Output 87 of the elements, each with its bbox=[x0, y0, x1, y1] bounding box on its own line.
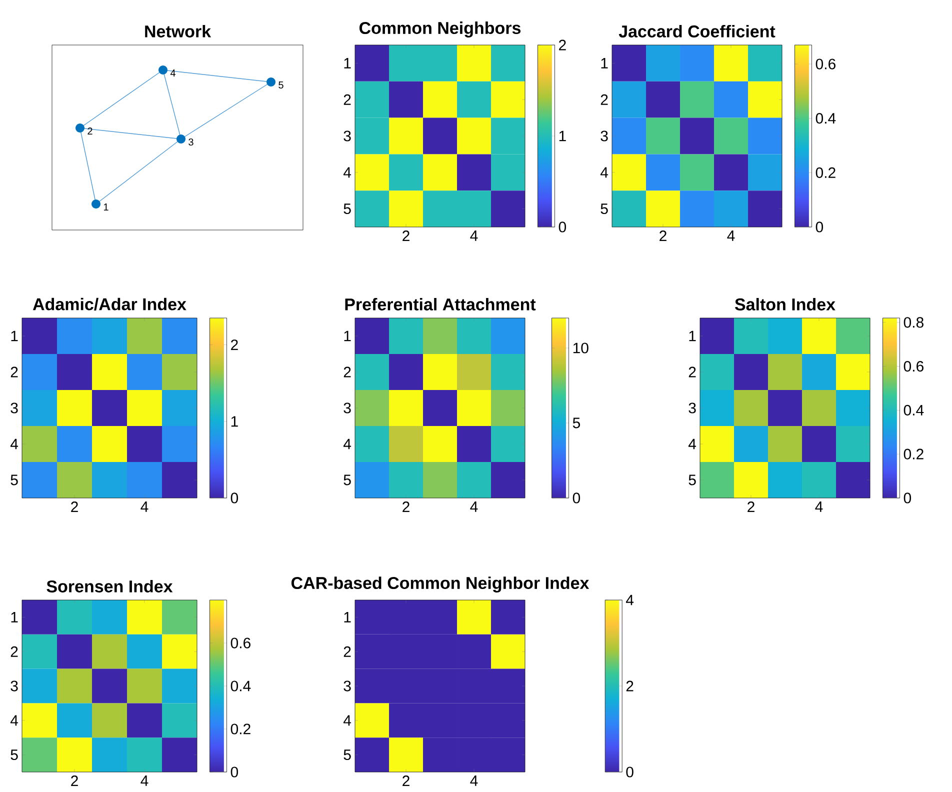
x-tick-label: 2 bbox=[71, 502, 78, 512]
color-bar-label: 1 bbox=[559, 130, 566, 142]
color-bar-label: 0.6 bbox=[230, 638, 250, 648]
color-bar-label: 0.4 bbox=[816, 113, 836, 124]
y-tick-label: 2 bbox=[10, 366, 18, 378]
x-tick-label: 4 bbox=[470, 776, 478, 786]
y-tick-label: 4 bbox=[600, 167, 608, 178]
y-tick-label: 3 bbox=[600, 130, 608, 142]
y-tick-label: 3 bbox=[688, 402, 696, 414]
text: 1 bbox=[104, 204, 108, 210]
chart-title: Common Neighbors bbox=[359, 22, 521, 38]
color-bar-label: 4 bbox=[626, 594, 634, 606]
y-tick-label: 5 bbox=[688, 474, 696, 486]
text: Network bbox=[145, 24, 212, 38]
color-bar-label: 0.8 bbox=[904, 317, 924, 328]
text: 4 bbox=[170, 70, 176, 76]
y-tick-label: 1 bbox=[344, 612, 351, 622]
y-tick-label: 2 bbox=[10, 646, 18, 657]
y-tick-label: 4 bbox=[343, 715, 352, 726]
y-tick-label: 2 bbox=[344, 646, 351, 657]
text: 5 bbox=[278, 82, 284, 88]
x-tick-label: 2 bbox=[402, 776, 410, 786]
y-tick-label: 5 bbox=[10, 750, 18, 760]
y-tick-label: 1 bbox=[344, 58, 351, 68]
chart-title: Adamic/Adar Index bbox=[32, 298, 186, 310]
color-bar-label: 0 bbox=[904, 492, 912, 504]
y-tick-label: 3 bbox=[10, 402, 18, 414]
y-tick-label: 1 bbox=[11, 612, 18, 622]
y-tick-label: 1 bbox=[11, 330, 18, 342]
y-tick-label: 5 bbox=[10, 474, 18, 486]
x-tick-label: 2 bbox=[71, 776, 78, 786]
color-bar-label: 0 bbox=[558, 222, 566, 232]
x-tick-label: 2 bbox=[402, 502, 410, 512]
chart-title: CAR-based Common Neighbor Index bbox=[291, 576, 590, 592]
color-bar-label: 2 bbox=[231, 340, 238, 350]
color-bar-label: 0 bbox=[816, 222, 824, 232]
x-tick-label: 4 bbox=[815, 502, 823, 512]
y-tick-label: 2 bbox=[344, 94, 351, 105]
chart-title: Sorensen Index bbox=[46, 580, 173, 592]
color-bar-label: 0 bbox=[230, 766, 238, 778]
color-bar-label: 0.4 bbox=[230, 680, 251, 692]
color-bar-label: 2 bbox=[626, 680, 634, 692]
color-bar-label: 1 bbox=[231, 416, 238, 427]
color-bar-label: 5 bbox=[572, 418, 580, 428]
y-tick-label: 2 bbox=[344, 366, 351, 378]
y-tick-label: 5 bbox=[344, 474, 351, 486]
y-tick-label: 2 bbox=[600, 94, 608, 105]
y-tick-label: 3 bbox=[344, 402, 351, 414]
y-tick-label: 5 bbox=[600, 204, 608, 214]
y-tick-label: 3 bbox=[344, 680, 351, 692]
y-tick-label: 1 bbox=[689, 330, 696, 342]
y-tick-label: 1 bbox=[344, 330, 351, 342]
y-tick-label: 4 bbox=[688, 438, 696, 450]
color-bar-label: 0 bbox=[626, 766, 634, 778]
chart-title: Salton Index bbox=[734, 298, 836, 310]
text: 3 bbox=[188, 138, 194, 146]
y-tick-label: 4 bbox=[10, 438, 18, 450]
y-tick-label: 4 bbox=[343, 438, 352, 450]
color-bar-label: 0.6 bbox=[904, 360, 924, 372]
text: 2 bbox=[88, 128, 92, 134]
color-bar-label: 0.6 bbox=[816, 58, 836, 70]
color-bar-label: 0 bbox=[230, 492, 238, 504]
chart-title: Preferential Attachment bbox=[345, 298, 536, 310]
color-bar-label: 0.2 bbox=[816, 167, 836, 178]
y-tick-label: 1 bbox=[601, 58, 608, 68]
y-tick-label: 5 bbox=[344, 750, 351, 760]
x-tick-label: 4 bbox=[470, 502, 478, 512]
color-bar-label: 0 bbox=[572, 492, 580, 504]
color-bar-label: 0.2 bbox=[904, 448, 924, 460]
x-tick-label: 4 bbox=[727, 230, 735, 241]
y-tick-label: 3 bbox=[10, 680, 18, 692]
y-tick-label: 2 bbox=[688, 366, 696, 378]
color-bar-label: 0.4 bbox=[904, 404, 924, 416]
y-tick-label: 3 bbox=[344, 130, 351, 142]
color-bar-label: 2 bbox=[559, 40, 566, 50]
y-tick-label: 4 bbox=[343, 167, 352, 178]
y-tick-label: 4 bbox=[10, 715, 18, 726]
x-tick-label: 4 bbox=[470, 230, 478, 241]
chart-title: Jaccard Coefficient bbox=[618, 24, 776, 38]
x-tick-label: 4 bbox=[140, 502, 148, 512]
x-tick-label: 2 bbox=[748, 502, 754, 512]
color-bar-label: 0.2 bbox=[230, 724, 250, 734]
x-tick-label: 2 bbox=[402, 230, 410, 242]
color-bar-label: 10 bbox=[573, 342, 588, 354]
x-tick-label: 2 bbox=[660, 230, 666, 242]
y-tick-label: 5 bbox=[344, 204, 351, 214]
x-tick-label: 4 bbox=[140, 776, 148, 786]
